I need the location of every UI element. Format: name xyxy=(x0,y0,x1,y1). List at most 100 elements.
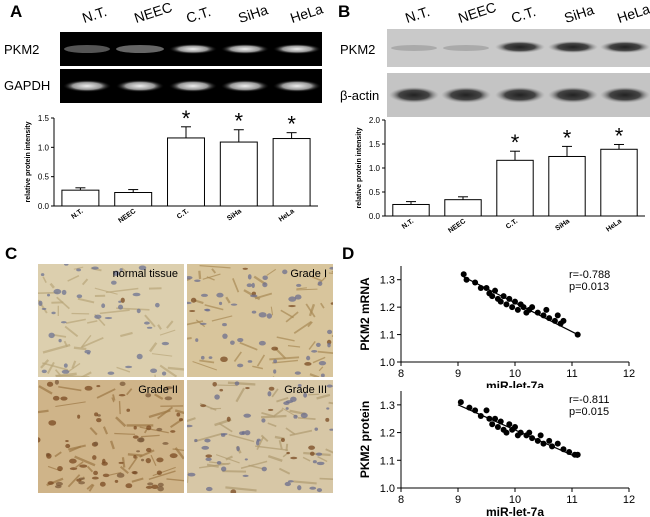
tissue-fiber xyxy=(115,416,127,428)
tissue-fiber xyxy=(225,486,257,492)
panel-a-gel-pkm2 xyxy=(60,32,322,66)
cell-nucleus xyxy=(205,457,212,462)
cell-nucleus xyxy=(77,414,81,419)
cell-nucleus xyxy=(220,432,228,436)
cell-nucleus xyxy=(230,303,238,306)
panel-d-scatter-protein: 8 9 10 11 12 1.0 1.1 1.2 1.3 miR-let-7a PKM2 prote… xyxy=(358,391,635,517)
cell-nucleus xyxy=(76,268,82,272)
cell-nucleus xyxy=(219,388,224,392)
cell-nucleus xyxy=(48,420,57,426)
cell-nucleus xyxy=(288,304,296,308)
tissue-fiber xyxy=(54,369,61,376)
tissue-fiber xyxy=(198,270,202,280)
cell-nucleus xyxy=(226,416,231,422)
cell-nucleus xyxy=(284,481,291,487)
cell-nucleus xyxy=(164,386,173,390)
micrograph-grade-1: Grade I xyxy=(187,264,333,377)
cell-nucleus xyxy=(150,368,158,374)
cell-nucleus xyxy=(273,369,277,374)
tissue-fiber xyxy=(192,361,218,371)
cell-nucleus xyxy=(117,304,124,310)
cell-nucleus xyxy=(251,282,255,289)
cell-nucleus xyxy=(46,381,54,387)
bar xyxy=(600,148,638,217)
cell-nucleus xyxy=(251,310,257,314)
data-point xyxy=(460,271,467,278)
panel-b-row-label-actin: β-actin xyxy=(340,88,380,103)
cell-nucleus xyxy=(203,308,210,311)
tissue-fiber xyxy=(307,321,313,328)
micrograph-normal-tissue: normal tissue xyxy=(38,264,184,377)
tissue-fiber xyxy=(296,288,318,291)
x-tick-label: 8 xyxy=(398,494,404,506)
cell-nucleus xyxy=(306,355,311,361)
cell-nucleus xyxy=(311,349,318,353)
x-tick-label: 11 xyxy=(566,368,577,380)
cell-nucleus xyxy=(47,481,54,485)
tissue-fiber xyxy=(309,373,320,377)
x-tick-label: N.T. xyxy=(70,208,84,221)
cell-nucleus xyxy=(138,437,145,443)
cell-nucleus xyxy=(294,371,301,375)
cell-nucleus xyxy=(99,481,106,487)
cell-nucleus xyxy=(187,276,193,280)
cell-nucleus xyxy=(241,430,246,435)
cell-nucleus xyxy=(46,453,52,459)
bar xyxy=(114,192,153,207)
tissue-fiber xyxy=(152,466,176,477)
data-point xyxy=(537,432,544,439)
y-tick-label: 0.0 xyxy=(38,202,50,211)
cell-nucleus xyxy=(104,316,113,320)
cell-nucleus xyxy=(41,369,47,374)
x-axis-label: miR-let-7a xyxy=(486,505,544,517)
cell-nucleus xyxy=(287,480,294,483)
cell-nucleus xyxy=(303,392,308,398)
data-point xyxy=(492,415,499,422)
cell-nucleus xyxy=(69,458,77,464)
x-tick-label: HeLa xyxy=(278,208,296,224)
cell-nucleus xyxy=(94,412,99,417)
tissue-background xyxy=(38,380,184,493)
tissue-fiber xyxy=(256,436,265,451)
cell-nucleus xyxy=(199,322,207,325)
cell-nucleus xyxy=(126,408,131,412)
data-point xyxy=(540,440,547,447)
bar xyxy=(61,189,100,207)
tissue-fiber xyxy=(267,454,283,463)
cell-nucleus xyxy=(216,460,222,465)
data-point xyxy=(546,315,553,322)
bar xyxy=(272,138,311,207)
data-point xyxy=(500,293,507,300)
tissue-background xyxy=(38,264,184,377)
cell-nucleus xyxy=(230,340,235,345)
cell-nucleus xyxy=(61,289,67,295)
data-point xyxy=(509,304,516,311)
panel-b-lane-label: C.T. xyxy=(509,3,538,27)
bar xyxy=(219,141,258,207)
cell-nucleus xyxy=(204,438,211,443)
tissue-fiber xyxy=(126,388,133,396)
tissue-fiber xyxy=(127,453,143,457)
data-point xyxy=(483,407,490,414)
micrograph-caption-grade-3: Grade III xyxy=(284,384,327,396)
tissue-fiber xyxy=(154,393,164,400)
cell-nucleus xyxy=(318,360,327,366)
data-point xyxy=(551,317,558,324)
cell-nucleus xyxy=(261,418,266,423)
panel-b-label: B xyxy=(338,2,351,21)
cell-nucleus xyxy=(290,456,298,460)
cell-nucleus xyxy=(205,454,213,458)
data-point xyxy=(554,312,561,319)
tissue-fiber xyxy=(128,456,139,470)
cell-nucleus xyxy=(51,311,56,315)
cell-nucleus xyxy=(86,352,91,355)
cell-nucleus xyxy=(320,373,325,377)
cell-nucleus xyxy=(190,297,197,303)
x-tick-label: N.T. xyxy=(401,218,415,231)
tissue-fiber xyxy=(289,429,313,437)
tissue-fiber xyxy=(215,454,240,464)
cell-nucleus xyxy=(79,464,88,468)
tissue-fiber xyxy=(159,364,178,377)
cell-nucleus xyxy=(61,369,70,374)
cell-nucleus xyxy=(187,301,192,305)
